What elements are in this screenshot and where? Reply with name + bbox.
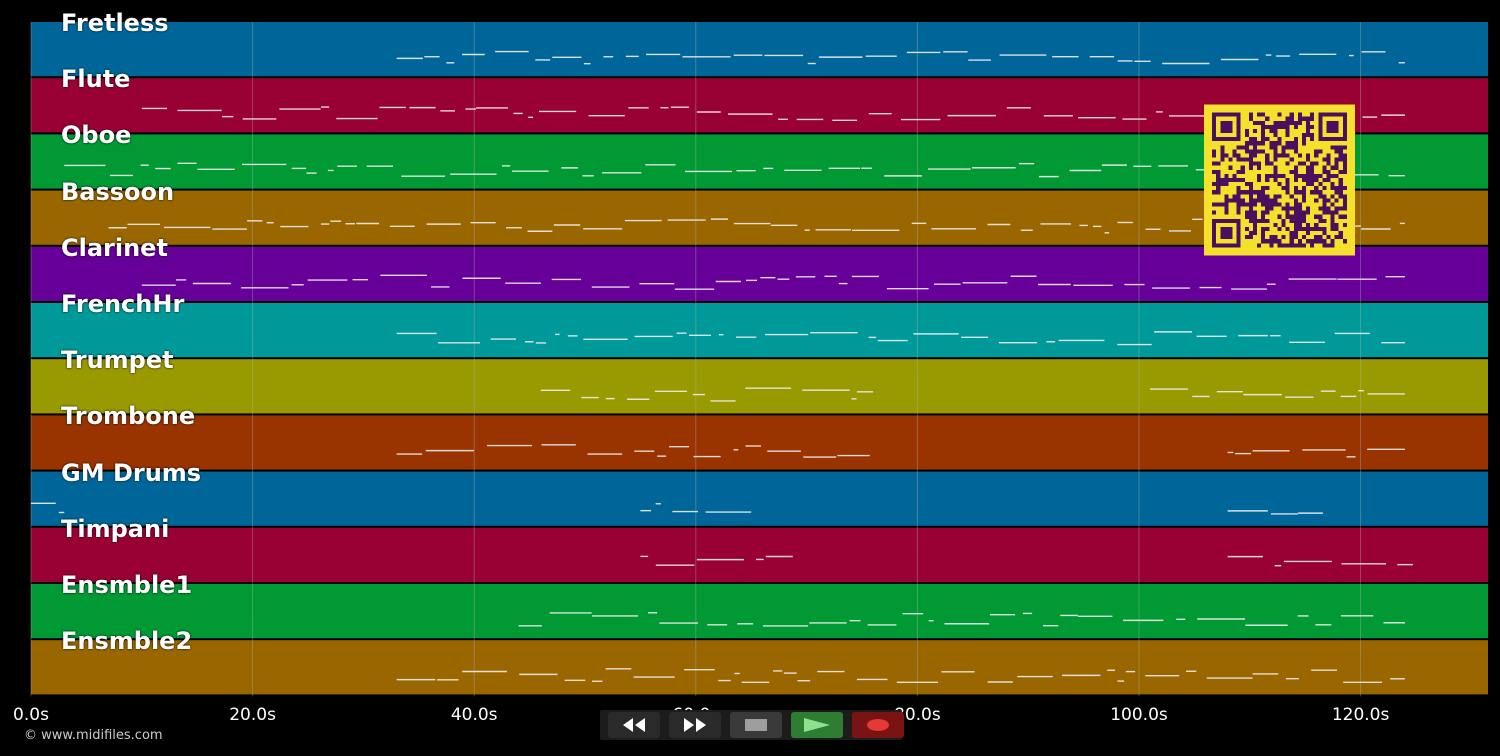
track-band xyxy=(31,584,1488,639)
track-band xyxy=(31,359,1488,414)
play-icon xyxy=(804,718,830,732)
axis-tick-label: 120.0s xyxy=(1331,705,1390,725)
play-button[interactable] xyxy=(791,712,843,738)
track-label: Fretless xyxy=(61,9,169,37)
axis-tick-label: 40.0s xyxy=(450,705,498,725)
playback-controls xyxy=(600,710,904,740)
fast-forward-icon xyxy=(684,718,706,732)
axis-tick-label: 0.0s xyxy=(13,705,49,725)
track-band xyxy=(31,527,1488,582)
track-band xyxy=(31,303,1488,358)
track-label: Trombone xyxy=(61,402,196,431)
copyright-text: © www.midifiles.com xyxy=(24,728,163,743)
record-icon xyxy=(867,719,889,731)
rewind-icon xyxy=(623,718,645,732)
track-label: Trumpet xyxy=(61,346,174,375)
track-label: Clarinet xyxy=(61,233,168,262)
track-label: GM Drums xyxy=(61,458,202,487)
stop-icon xyxy=(745,719,767,731)
track-band xyxy=(31,471,1488,526)
axis-tick-label: 80.0s xyxy=(894,705,941,725)
track-band xyxy=(31,640,1488,695)
qr-code xyxy=(1204,104,1355,256)
axis-tick-label: 20.0s xyxy=(229,705,276,725)
track-label: Ensmble2 xyxy=(61,627,193,656)
track-label: Ensmble1 xyxy=(61,571,193,599)
rewind-button[interactable] xyxy=(608,712,660,738)
track-band xyxy=(31,22,1488,77)
track-label: Bassoon xyxy=(61,177,175,206)
axis-tick-label: 100.0s xyxy=(1110,705,1168,725)
track-band xyxy=(31,415,1488,470)
stop-button[interactable] xyxy=(730,712,782,738)
track-label: Timpani xyxy=(61,514,170,543)
track-label: Oboe xyxy=(61,121,132,150)
record-button[interactable] xyxy=(852,712,904,738)
notes xyxy=(31,50,1413,684)
track-label: FrenchHr xyxy=(61,290,185,318)
fast-forward-button[interactable] xyxy=(669,712,721,738)
track-band xyxy=(31,246,1488,301)
track-label: Flute xyxy=(61,65,131,94)
